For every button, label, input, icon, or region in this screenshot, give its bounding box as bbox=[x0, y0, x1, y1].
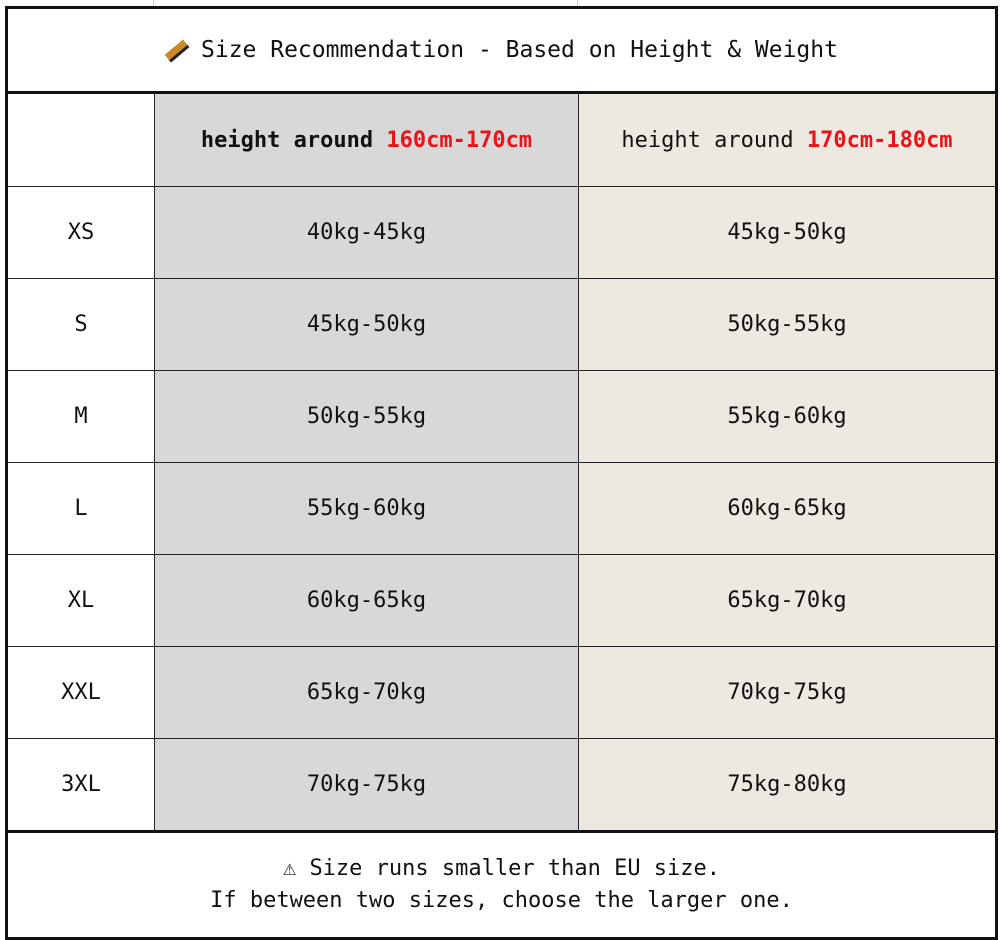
footer-row: ⚠ Size runs smaller than EU size. If bet… bbox=[6, 830, 997, 939]
weight-range-160-170: 70kg-75kg bbox=[154, 738, 579, 832]
ruler-icon bbox=[164, 38, 190, 63]
size-label: XXL bbox=[6, 646, 155, 739]
size-label: L bbox=[6, 462, 155, 555]
table-row: L 55kg-60kg 60kg-65kg bbox=[6, 462, 997, 555]
title-row: Size Recommendation - Based on Height & … bbox=[6, 7, 997, 94]
footer-line-2: If between two sizes, choose the larger … bbox=[210, 888, 793, 913]
weight-range-170-180: 75kg-80kg bbox=[578, 738, 997, 832]
header-row: height around 160cm-170cm height around … bbox=[6, 92, 997, 187]
header-corner bbox=[6, 92, 155, 187]
table-title: Size Recommendation - Based on Height & … bbox=[201, 37, 838, 63]
weight-range-160-170: 55kg-60kg bbox=[154, 462, 579, 555]
weight-range-170-180: 50kg-55kg bbox=[578, 278, 997, 371]
table-row: 3XL 70kg-75kg 75kg-80kg bbox=[6, 738, 997, 832]
header-prefix: height around bbox=[621, 127, 807, 153]
weight-range-160-170: 60kg-65kg bbox=[154, 554, 579, 647]
header-prefix: height around bbox=[200, 127, 387, 153]
size-label: S bbox=[6, 278, 155, 371]
table-row: XS 40kg-45kg 45kg-50kg bbox=[6, 186, 997, 279]
table-row: XXL 65kg-70kg 70kg-75kg bbox=[6, 646, 997, 739]
weight-range-160-170: 50kg-55kg bbox=[154, 370, 579, 463]
weight-range-170-180: 70kg-75kg bbox=[578, 646, 997, 739]
weight-range-160-170: 45kg-50kg bbox=[154, 278, 579, 371]
footer-line-1: Size runs smaller than EU size. bbox=[309, 856, 721, 881]
weight-range-170-180: 60kg-65kg bbox=[578, 462, 997, 555]
size-label: 3XL bbox=[6, 738, 155, 832]
header-height-160-170: height around 160cm-170cm bbox=[154, 92, 579, 187]
weight-range-170-180: 45kg-50kg bbox=[578, 186, 997, 279]
table-row: S 45kg-50kg 50kg-55kg bbox=[6, 278, 997, 371]
table-row: M 50kg-55kg 55kg-60kg bbox=[6, 370, 997, 463]
warning-icon: ⚠ bbox=[282, 856, 297, 881]
title-cell: Size Recommendation - Based on Height & … bbox=[6, 7, 997, 94]
header-height-170-180: height around 170cm-180cm bbox=[578, 92, 997, 187]
weight-range-170-180: 65kg-70kg bbox=[578, 554, 997, 647]
weight-range-170-180: 55kg-60kg bbox=[578, 370, 997, 463]
table-row: XL 60kg-65kg 65kg-70kg bbox=[6, 554, 997, 647]
header-range: 160cm-170cm bbox=[386, 127, 533, 153]
weight-range-160-170: 40kg-45kg bbox=[154, 186, 579, 279]
size-chart-table: Size Recommendation - Based on Height & … bbox=[5, 6, 998, 940]
size-label: XS bbox=[6, 186, 155, 279]
size-label: M bbox=[6, 370, 155, 463]
size-label: XL bbox=[6, 554, 155, 647]
footer-note: ⚠ Size runs smaller than EU size. If bet… bbox=[6, 830, 997, 939]
grid-line bbox=[577, 0, 578, 7]
grid-line bbox=[153, 0, 154, 7]
header-range: 170cm-180cm bbox=[806, 127, 953, 153]
weight-range-160-170: 65kg-70kg bbox=[154, 646, 579, 739]
